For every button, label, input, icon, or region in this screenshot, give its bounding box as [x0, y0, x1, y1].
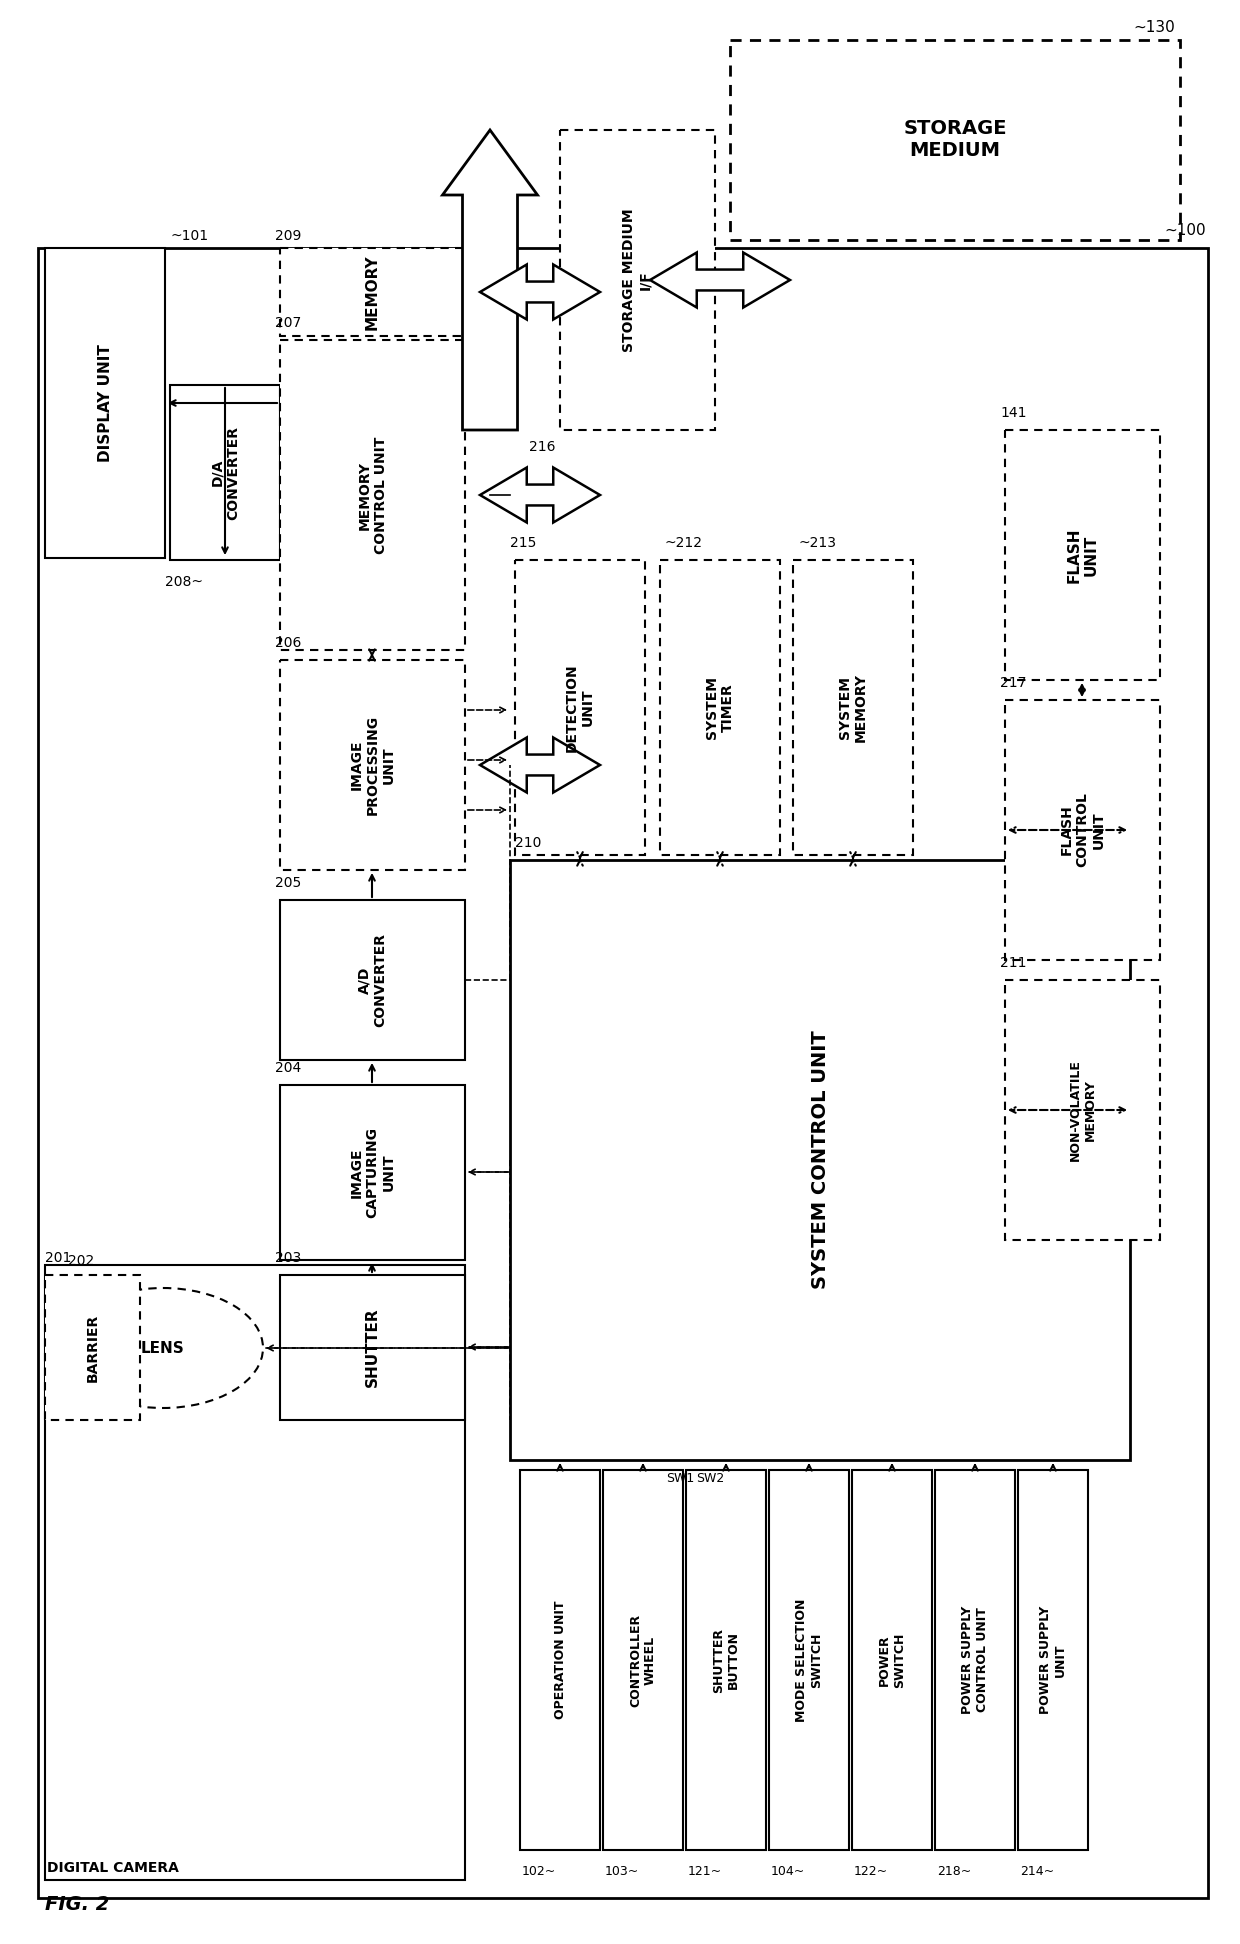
- Text: 208~: 208~: [165, 575, 203, 589]
- Bar: [852, 1470, 932, 1851]
- Text: DETECTION
UNIT: DETECTION UNIT: [565, 663, 595, 752]
- Text: 210: 210: [515, 836, 542, 850]
- Bar: [794, 560, 913, 855]
- Bar: [280, 340, 465, 649]
- Text: IMAGE
CAPTURING
UNIT: IMAGE CAPTURING UNIT: [350, 1128, 396, 1219]
- Text: 217: 217: [999, 677, 1027, 690]
- Text: 121~: 121~: [688, 1864, 722, 1878]
- Bar: [45, 1275, 140, 1419]
- Text: 122~: 122~: [854, 1864, 888, 1878]
- Bar: [730, 41, 1180, 239]
- Polygon shape: [650, 253, 790, 307]
- Text: D/A
CONVERTER: D/A CONVERTER: [210, 426, 241, 519]
- Text: SW2: SW2: [696, 1472, 724, 1485]
- Text: ~130: ~130: [1133, 19, 1176, 35]
- Text: 214~: 214~: [1021, 1864, 1054, 1878]
- Bar: [280, 249, 465, 336]
- Bar: [660, 560, 780, 855]
- Bar: [769, 1470, 849, 1851]
- Bar: [520, 1470, 600, 1851]
- Text: STORAGE MEDIUM
I/F: STORAGE MEDIUM I/F: [622, 208, 652, 352]
- Text: 215: 215: [510, 537, 537, 550]
- Text: 104~: 104~: [771, 1864, 805, 1878]
- Text: DISPLAY UNIT: DISPLAY UNIT: [98, 344, 113, 463]
- Text: 207: 207: [275, 317, 301, 330]
- Text: FLASH
UNIT: FLASH UNIT: [1066, 527, 1099, 583]
- Text: 216: 216: [528, 439, 556, 455]
- Text: FLASH
CONTROL
UNIT: FLASH CONTROL UNIT: [1059, 793, 1106, 867]
- Bar: [1018, 1470, 1087, 1851]
- Text: FIG. 2: FIG. 2: [45, 1895, 109, 1915]
- Text: 103~: 103~: [605, 1864, 640, 1878]
- Text: SYSTEM
TIMER: SYSTEM TIMER: [704, 677, 735, 739]
- Bar: [280, 1085, 465, 1260]
- Text: MEMORY
CONTROL UNIT: MEMORY CONTROL UNIT: [357, 435, 388, 554]
- Bar: [1004, 430, 1159, 680]
- Text: ~212: ~212: [665, 537, 703, 550]
- Text: ~213: ~213: [799, 537, 836, 550]
- Text: SYSTEM
MEMORY: SYSTEM MEMORY: [838, 673, 868, 743]
- Text: SW1: SW1: [666, 1472, 694, 1485]
- Text: 201: 201: [45, 1252, 72, 1266]
- Polygon shape: [480, 467, 600, 523]
- Bar: [280, 661, 465, 871]
- Text: DIGITAL CAMERA: DIGITAL CAMERA: [47, 1860, 179, 1876]
- Bar: [45, 249, 165, 558]
- Text: ~100: ~100: [1164, 224, 1207, 237]
- Bar: [560, 130, 715, 430]
- Text: 205: 205: [275, 877, 301, 890]
- Text: SYSTEM CONTROL UNIT: SYSTEM CONTROL UNIT: [811, 1030, 830, 1289]
- Bar: [510, 859, 1130, 1460]
- Bar: [603, 1470, 683, 1851]
- Polygon shape: [480, 737, 600, 793]
- Text: POWER SUPPLY
UNIT: POWER SUPPLY UNIT: [1039, 1606, 1066, 1715]
- Text: STORAGE
MEDIUM: STORAGE MEDIUM: [903, 119, 1007, 161]
- Text: MEMORY: MEMORY: [365, 255, 379, 330]
- Text: 202: 202: [68, 1254, 94, 1267]
- Text: POWER
SWITCH: POWER SWITCH: [878, 1633, 906, 1687]
- Text: 218~: 218~: [937, 1864, 971, 1878]
- Text: CONTROLLER
WHEEL: CONTROLLER WHEEL: [629, 1614, 657, 1707]
- Text: 211: 211: [999, 956, 1027, 970]
- Bar: [1004, 980, 1159, 1240]
- Text: SHUTTER
BUTTON: SHUTTER BUTTON: [712, 1627, 740, 1693]
- Text: MODE SELECTION
SWITCH: MODE SELECTION SWITCH: [795, 1598, 823, 1722]
- Polygon shape: [480, 264, 600, 319]
- Text: ~101: ~101: [170, 229, 208, 243]
- Text: BARRIER: BARRIER: [86, 1314, 99, 1382]
- Text: 206: 206: [275, 636, 301, 649]
- Text: LENS: LENS: [141, 1341, 185, 1355]
- Bar: [1004, 700, 1159, 960]
- Bar: [170, 385, 280, 560]
- Polygon shape: [443, 130, 537, 430]
- Text: 102~: 102~: [522, 1864, 557, 1878]
- Text: 209: 209: [275, 229, 301, 243]
- Text: IMAGE
PROCESSING
UNIT: IMAGE PROCESSING UNIT: [350, 715, 396, 815]
- Text: 204: 204: [275, 1061, 301, 1075]
- Bar: [45, 1266, 465, 1880]
- Bar: [515, 560, 645, 855]
- Text: A/D
CONVERTER: A/D CONVERTER: [357, 933, 388, 1026]
- Bar: [280, 1275, 465, 1419]
- Text: OPERATION UNIT: OPERATION UNIT: [553, 1600, 567, 1718]
- Bar: [38, 249, 1208, 1897]
- Text: SHUTTER: SHUTTER: [365, 1308, 379, 1388]
- Text: 203: 203: [275, 1252, 301, 1266]
- Bar: [280, 900, 465, 1059]
- Bar: [686, 1470, 766, 1851]
- Bar: [935, 1470, 1016, 1851]
- Ellipse shape: [63, 1289, 263, 1407]
- Text: POWER SUPPLY
CONTROL UNIT: POWER SUPPLY CONTROL UNIT: [961, 1606, 990, 1715]
- Text: 141: 141: [999, 406, 1027, 420]
- Text: NON-VOLATILE
MEMORY: NON-VOLATILE MEMORY: [1069, 1059, 1096, 1161]
